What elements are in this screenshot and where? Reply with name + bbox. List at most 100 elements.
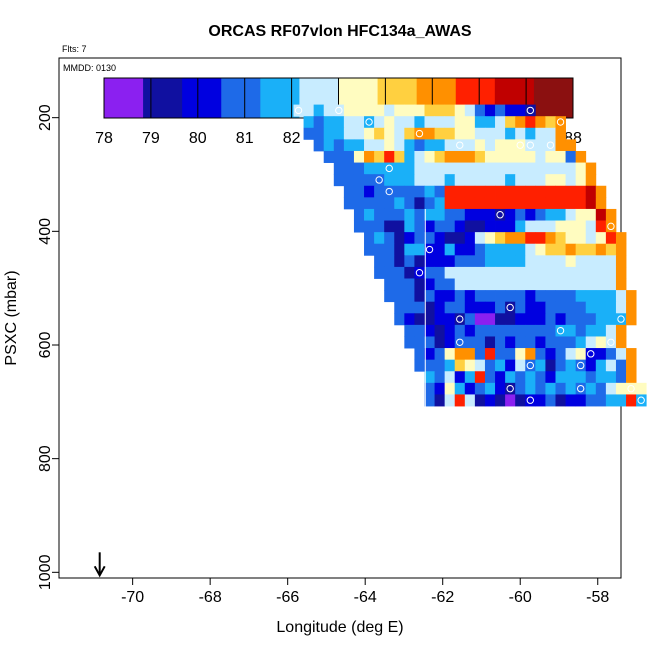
y-axis-label: PSXC (mbar) bbox=[3, 270, 20, 365]
heatmap-cell bbox=[444, 255, 456, 268]
heatmap-cell bbox=[575, 359, 587, 372]
heatmap-cell bbox=[495, 104, 506, 117]
heatmap-cell bbox=[495, 336, 506, 349]
heatmap-cell bbox=[484, 139, 496, 152]
colorbar-swatch bbox=[182, 78, 222, 118]
heatmap-cell bbox=[615, 290, 627, 303]
heatmap-cell bbox=[484, 255, 496, 268]
heatmap-cell bbox=[615, 394, 627, 407]
heatmap-cell bbox=[555, 116, 566, 129]
heatmap-cell bbox=[454, 197, 466, 210]
heatmap-cell bbox=[414, 255, 425, 268]
heatmap-cell bbox=[333, 174, 345, 187]
heatmap-cell bbox=[565, 208, 577, 221]
heatmap-cell bbox=[424, 255, 435, 268]
heatmap-cell bbox=[454, 301, 466, 314]
heatmap-cell bbox=[434, 197, 446, 210]
heatmap-cell bbox=[484, 324, 496, 337]
heatmap-cell bbox=[454, 313, 466, 326]
heatmap-cell bbox=[444, 208, 456, 221]
x-axis-label: Longitude (deg E) bbox=[276, 619, 403, 636]
heatmap-cell bbox=[384, 162, 395, 175]
heatmap-cell bbox=[404, 150, 415, 163]
heatmap-cell bbox=[464, 266, 476, 279]
heatmap-cell bbox=[414, 232, 425, 245]
heatmap-cell bbox=[515, 348, 526, 361]
heatmap-cell bbox=[575, 197, 587, 210]
heatmap-cell bbox=[364, 232, 375, 245]
heatmap-cell bbox=[605, 394, 617, 407]
heatmap-cell bbox=[595, 313, 607, 326]
heatmap-cell bbox=[505, 220, 516, 233]
heatmap-cell bbox=[394, 232, 405, 245]
heatmap-cell bbox=[464, 336, 476, 349]
heatmap-cell bbox=[353, 162, 365, 175]
heatmap-cell bbox=[575, 232, 587, 245]
heatmap-cell bbox=[384, 174, 395, 187]
heatmap-cell bbox=[575, 266, 587, 279]
heatmap-cell bbox=[555, 290, 566, 303]
heatmap-cell bbox=[394, 278, 405, 291]
heatmap-cell bbox=[444, 185, 456, 198]
heatmap-cell bbox=[535, 116, 546, 129]
y-tick-label: 800 bbox=[37, 445, 54, 472]
heatmap-cell bbox=[555, 324, 566, 337]
sample-marker bbox=[496, 211, 504, 219]
heatmap-cell bbox=[515, 127, 526, 140]
heatmap-cell bbox=[525, 220, 536, 233]
heatmap-cell bbox=[575, 290, 587, 303]
heatmap-cell bbox=[444, 174, 456, 187]
heatmap-cell bbox=[394, 197, 405, 210]
sample-marker bbox=[617, 315, 625, 323]
heatmap-cell bbox=[374, 266, 385, 279]
heatmap-cell bbox=[464, 116, 476, 129]
heatmap-cell bbox=[615, 336, 627, 349]
heatmap-cell bbox=[474, 336, 486, 349]
heatmap-cell bbox=[333, 162, 345, 175]
heatmap-cell bbox=[333, 150, 345, 163]
heatmap-cell bbox=[384, 278, 395, 291]
heatmap-cell bbox=[545, 220, 556, 233]
heatmap-cell bbox=[414, 243, 425, 256]
sample-marker bbox=[516, 141, 524, 149]
sample-marker bbox=[556, 326, 565, 335]
heatmap-cell bbox=[474, 220, 486, 233]
heatmap-cell bbox=[454, 348, 466, 361]
heatmap-cell bbox=[525, 348, 536, 361]
heatmap-cell bbox=[434, 127, 446, 140]
heatmap-cell bbox=[484, 394, 496, 407]
sample-marker bbox=[385, 164, 393, 173]
heatmap-cell bbox=[505, 104, 516, 117]
heatmap-cell bbox=[414, 150, 425, 163]
heatmap-cell bbox=[565, 313, 577, 326]
heatmap-cell bbox=[555, 336, 566, 349]
heatmap-cell bbox=[313, 116, 325, 129]
heatmap-cell bbox=[313, 104, 325, 117]
heatmap-cell bbox=[535, 255, 546, 268]
heatmap-cell bbox=[404, 127, 415, 140]
heatmap-cell bbox=[374, 197, 385, 210]
sample-marker bbox=[576, 361, 585, 370]
heatmap-cell bbox=[525, 243, 536, 256]
heatmap-cell bbox=[575, 243, 587, 256]
heatmap-cell bbox=[374, 255, 385, 268]
heatmap-cell bbox=[505, 301, 516, 314]
heatmap-cell bbox=[364, 116, 375, 129]
heatmap-cell bbox=[434, 382, 446, 395]
heatmap-cell bbox=[374, 185, 385, 198]
heatmap-cell bbox=[565, 324, 577, 337]
heatmap-cell bbox=[545, 208, 556, 221]
heatmap-cell bbox=[615, 359, 627, 372]
heatmap-cell bbox=[535, 174, 546, 187]
heatmap-cell bbox=[464, 243, 476, 256]
heatmap-cell bbox=[424, 290, 435, 303]
heatmap-cell bbox=[323, 150, 335, 163]
heatmap-cell bbox=[535, 371, 546, 384]
sample-marker bbox=[607, 222, 615, 231]
sample-marker bbox=[456, 338, 464, 346]
heatmap-cell bbox=[323, 116, 335, 129]
heatmap-cell bbox=[626, 348, 637, 361]
heatmap-cell bbox=[364, 174, 375, 187]
sample-marker bbox=[546, 141, 555, 149]
heatmap-cell bbox=[374, 162, 385, 175]
